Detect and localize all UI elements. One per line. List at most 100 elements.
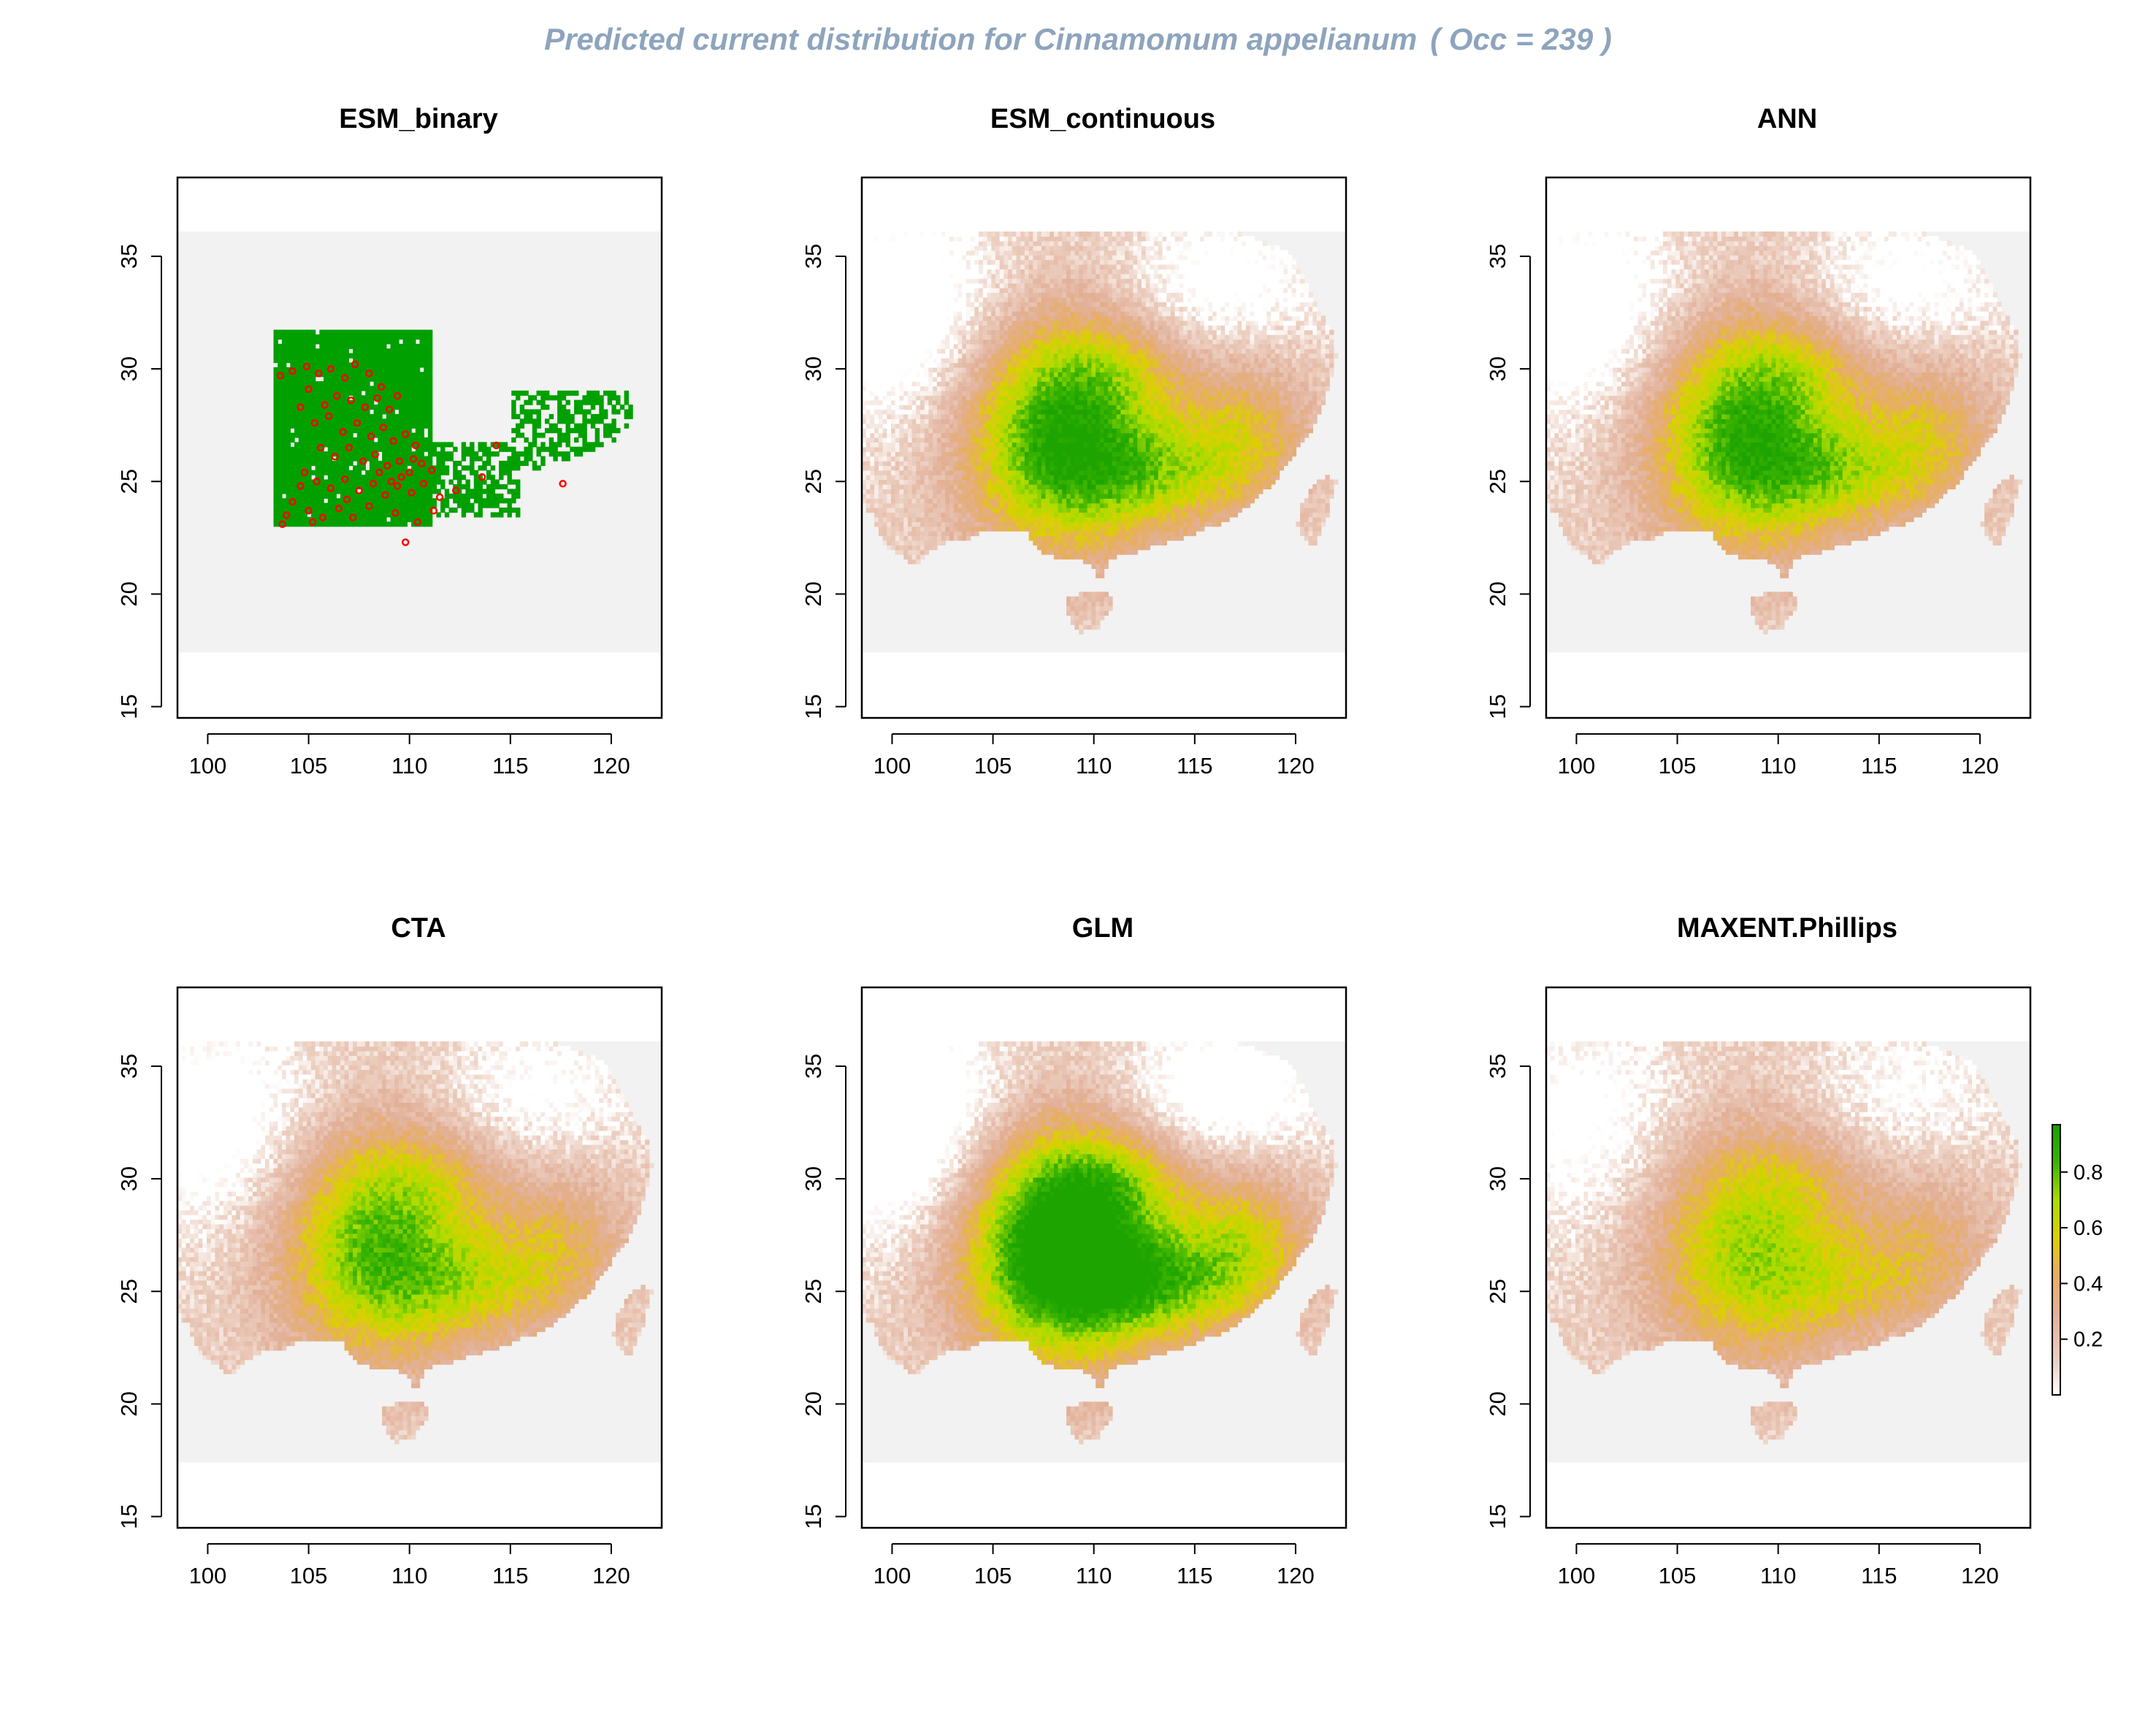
raster-cell [303, 381, 307, 386]
raster-cell [424, 465, 428, 470]
raster-cell [278, 470, 282, 475]
raster-cell [416, 428, 420, 433]
raster-cell [428, 386, 432, 391]
raster-cell [420, 428, 424, 433]
raster-cell [340, 386, 345, 391]
raster-cell [420, 362, 424, 367]
raster-cell [407, 512, 411, 517]
raster-cell [370, 339, 374, 344]
raster-cell [348, 475, 353, 480]
raster-cell [303, 344, 307, 349]
raster-cell [486, 494, 491, 499]
raster-cell [278, 409, 282, 414]
raster-cell [424, 358, 428, 363]
raster-cell [570, 418, 574, 424]
raster-cell [394, 381, 399, 386]
raster-cell [294, 508, 299, 513]
raster-cell [307, 461, 311, 466]
raster-cell [403, 395, 408, 400]
raster-cell [370, 428, 374, 433]
raster-cell [340, 512, 345, 517]
raster-cell [316, 358, 320, 363]
raster-cell [332, 400, 337, 405]
raster-cell [299, 362, 303, 367]
raster-cell [311, 381, 316, 386]
raster-cell [591, 447, 595, 452]
raster-cell [319, 521, 324, 527]
raster-cell [424, 344, 428, 349]
raster-cell [420, 447, 424, 452]
raster-cell [290, 484, 294, 489]
raster-cell [374, 521, 378, 527]
raster-cell [394, 517, 399, 522]
raster-cell [566, 437, 570, 443]
raster-cell [599, 409, 603, 414]
raster-cell [524, 418, 528, 424]
raster-cell [374, 503, 378, 508]
raster-cell [290, 475, 294, 480]
raster-cell [336, 339, 340, 344]
raster-cell [436, 489, 440, 494]
raster-cell [399, 418, 403, 424]
raster-cell [407, 508, 411, 513]
raster-cell [591, 414, 595, 419]
raster-cell [428, 372, 432, 377]
raster-cell [316, 414, 320, 419]
raster-cell [357, 470, 362, 475]
raster-cell [311, 348, 316, 353]
raster-cell [399, 330, 403, 335]
raster-cell [294, 386, 299, 391]
raster-cell [336, 362, 340, 367]
raster-cell [311, 330, 316, 335]
raster-cell [457, 470, 462, 475]
raster-cell [599, 442, 603, 447]
raster-cell [570, 391, 574, 396]
raster-cell [540, 461, 545, 466]
raster-cell [428, 330, 432, 335]
raster-cell [486, 475, 491, 480]
raster-cell [294, 447, 299, 452]
raster-cell [348, 409, 353, 414]
raster-cell [399, 508, 403, 513]
raster-cell [378, 484, 382, 489]
raster-cell [370, 358, 374, 363]
raster-cell [319, 428, 324, 433]
raster-cell [540, 447, 545, 452]
raster-cell [353, 330, 357, 335]
raster-cell [424, 339, 428, 344]
raster-cell [290, 358, 294, 363]
raster-cell [537, 409, 541, 414]
raster-cell [348, 470, 353, 475]
raster-cell [511, 465, 516, 470]
raster-cell [340, 367, 345, 372]
raster-cell [340, 470, 345, 475]
raster-cell [316, 456, 320, 462]
raster-cell [348, 484, 353, 489]
raster-cell [616, 400, 620, 405]
raster-cell [445, 498, 449, 503]
raster-cell [365, 344, 370, 349]
raster-cell [274, 442, 278, 447]
raster-cell [319, 451, 324, 456]
raster-cell [382, 442, 386, 447]
raster-cell [462, 456, 466, 462]
raster-cell [357, 348, 362, 353]
raster-cell [553, 424, 557, 429]
raster-cell [299, 521, 303, 527]
raster-cell [332, 470, 337, 475]
raster-cell [274, 494, 278, 499]
raster-cell [303, 418, 307, 424]
raster-cell [391, 521, 395, 527]
raster-cell [391, 353, 395, 359]
raster-cell [386, 512, 391, 517]
raster-cell [370, 465, 374, 470]
raster-cell [416, 451, 420, 456]
raster-cell [328, 334, 332, 340]
raster-cell [299, 386, 303, 391]
raster-cell [328, 424, 332, 429]
raster-cell [286, 428, 291, 433]
raster-cell [470, 494, 474, 499]
raster-cell [394, 386, 399, 391]
raster-cell [420, 508, 424, 513]
raster-cell [319, 503, 324, 508]
